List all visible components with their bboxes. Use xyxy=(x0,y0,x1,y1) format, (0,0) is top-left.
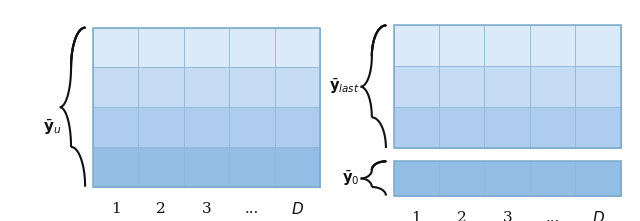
Bar xyxy=(184,28,229,67)
Bar xyxy=(439,161,484,196)
Text: $D$: $D$ xyxy=(291,201,304,217)
Text: 1: 1 xyxy=(412,211,421,221)
Bar xyxy=(394,25,439,66)
Bar xyxy=(439,25,484,66)
Bar xyxy=(229,107,275,147)
Bar xyxy=(484,161,530,196)
Bar xyxy=(530,107,575,148)
Bar xyxy=(275,107,320,147)
Bar xyxy=(394,66,439,107)
Bar xyxy=(229,67,275,107)
Bar xyxy=(439,66,484,107)
Bar xyxy=(575,107,621,148)
Bar xyxy=(138,107,184,147)
Text: 3: 3 xyxy=(202,202,211,216)
Bar xyxy=(138,67,184,107)
Bar xyxy=(229,28,275,67)
Text: $\bar{\mathbf{y}}_0$: $\bar{\mathbf{y}}_0$ xyxy=(342,169,360,188)
Bar xyxy=(575,25,621,66)
Bar xyxy=(575,66,621,107)
Bar xyxy=(138,28,184,67)
Bar xyxy=(484,107,530,148)
Bar xyxy=(530,25,575,66)
Bar xyxy=(93,28,320,187)
Bar xyxy=(138,147,184,187)
Text: 1: 1 xyxy=(111,202,120,216)
Bar xyxy=(93,67,138,107)
Bar xyxy=(93,28,138,67)
Bar xyxy=(93,107,138,147)
Bar xyxy=(530,161,575,196)
Bar xyxy=(93,147,138,187)
Bar xyxy=(575,161,621,196)
Text: ...: ... xyxy=(244,202,259,216)
Bar xyxy=(530,66,575,107)
Text: $\bar{\mathbf{y}}_u$: $\bar{\mathbf{y}}_u$ xyxy=(43,118,61,137)
Text: $\bar{\mathbf{y}}_{last}$: $\bar{\mathbf{y}}_{last}$ xyxy=(329,77,360,96)
Text: 2: 2 xyxy=(156,202,166,216)
Text: ...: ... xyxy=(545,211,560,221)
Bar xyxy=(394,25,621,148)
Bar xyxy=(484,25,530,66)
Bar xyxy=(484,66,530,107)
Bar xyxy=(394,107,439,148)
Bar xyxy=(394,161,621,196)
Bar xyxy=(184,107,229,147)
Bar xyxy=(275,28,320,67)
Text: 3: 3 xyxy=(502,211,512,221)
Bar xyxy=(275,67,320,107)
Bar xyxy=(394,161,439,196)
Bar xyxy=(439,107,484,148)
Bar xyxy=(184,67,229,107)
Text: 2: 2 xyxy=(457,211,467,221)
Bar xyxy=(184,147,229,187)
Bar xyxy=(275,147,320,187)
Text: $D$: $D$ xyxy=(591,210,605,221)
Bar xyxy=(229,147,275,187)
